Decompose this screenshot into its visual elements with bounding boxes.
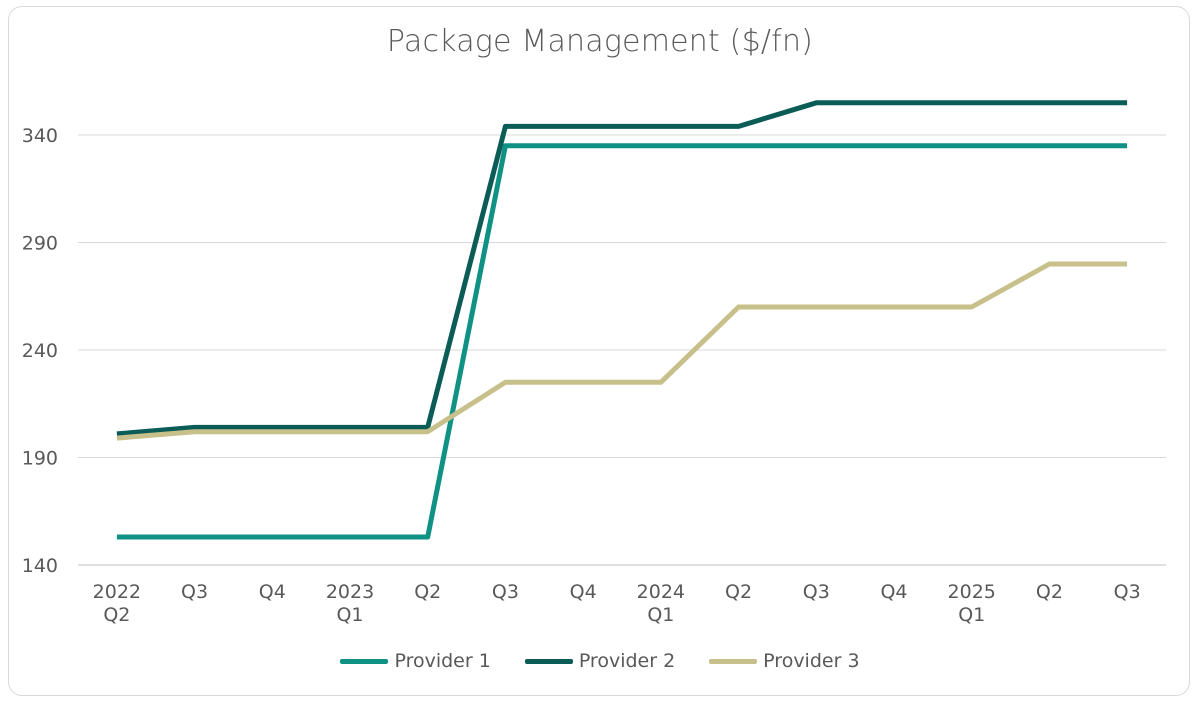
series-lines [116,100,1128,540]
x-tick-label: Q3 [492,581,519,603]
x-tick-label: Q1 [958,604,985,626]
x-tick-label: 2022 [93,581,141,603]
legend-item-provider-3: Provider 3 [709,650,860,672]
legend-swatch [524,658,573,664]
x-tick-label: Q3 [803,581,830,603]
chart-card [8,6,1190,696]
x-tick-label: Q2 [725,581,752,603]
series-line-provider-2 [116,100,1128,437]
series-line-provider-3 [116,261,1128,441]
y-tick-label: 140 [22,555,58,577]
legend: Provider 1 Provider 2 Provider 3 [0,650,1200,672]
x-tick-label: Q2 [1036,581,1063,603]
y-tick-label: 340 [22,125,58,147]
x-tick-label: Q1 [647,604,674,626]
legend-swatch [709,658,758,664]
series-line-provider-1 [116,143,1128,540]
x-tick-label: 2024 [637,581,685,603]
x-tick-label: Q4 [880,581,907,603]
x-tick-label: 2023 [326,581,374,603]
y-tick-label: 240 [22,340,58,362]
x-tick-label: Q2 [414,581,441,603]
legend-swatch [340,658,389,664]
x-tick-label: 2025 [948,581,996,603]
chart-title: Package Management ($/fn) [386,24,814,59]
x-tick-label: Q3 [181,581,208,603]
x-tick-label: Q3 [1114,581,1141,603]
x-tick-label: Q4 [570,581,597,603]
y-tick-label: 290 [22,233,58,255]
y-tick-label: 190 [22,448,58,470]
legend-label: Provider 3 [763,650,860,672]
legend-label: Provider 1 [394,650,491,672]
x-tick-label: Q4 [259,581,286,603]
x-tick-label: Q2 [103,604,130,626]
legend-label: Provider 2 [578,650,676,672]
x-tick-label: Q1 [336,604,363,626]
y-axis-tick-labels: 140 190 240 290 340 [22,125,58,577]
legend-item-provider-1: Provider 1 [340,650,491,672]
gridlines [78,134,1166,566]
legend-item-provider-2: Provider 2 [524,650,676,672]
